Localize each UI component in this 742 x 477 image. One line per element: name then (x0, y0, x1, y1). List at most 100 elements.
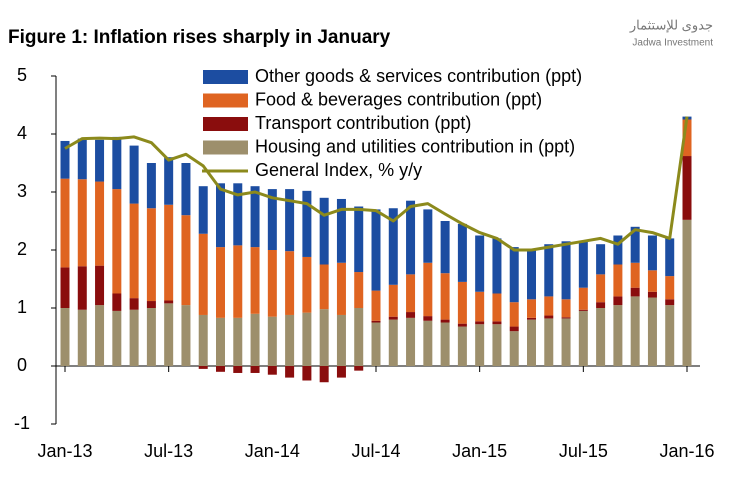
legend-label: Transport contribution (ppt) (255, 113, 471, 133)
bar (112, 310, 122, 366)
bar (129, 298, 139, 310)
bar (267, 316, 277, 366)
bar (267, 250, 277, 317)
bar (630, 262, 640, 288)
bar (181, 215, 191, 306)
bar (596, 302, 606, 308)
legend-label: Other goods & services contribution (ppt… (255, 66, 582, 86)
bar (336, 366, 346, 378)
y-tick-label: -1 (14, 413, 30, 433)
bar (233, 317, 243, 366)
bar (285, 189, 295, 252)
bar (509, 247, 519, 303)
x-tick-label: Jul-15 (559, 441, 608, 461)
bar (647, 235, 657, 271)
bar (647, 291, 657, 298)
bar (302, 312, 312, 366)
bar (146, 163, 156, 209)
bar (95, 181, 105, 266)
bar (665, 238, 675, 277)
bar (60, 140, 70, 179)
bar (527, 319, 536, 366)
bar (216, 366, 225, 372)
y-tick-label: 2 (17, 239, 27, 259)
bar (302, 190, 312, 257)
bar (319, 366, 329, 383)
bar (492, 321, 502, 325)
bar (146, 208, 156, 302)
bar (544, 296, 554, 316)
bar (665, 276, 675, 300)
bar (285, 314, 295, 366)
bar (233, 183, 243, 246)
bar (319, 309, 329, 366)
bar (509, 326, 519, 332)
bar (371, 290, 381, 321)
bar (578, 310, 588, 366)
bar (457, 326, 467, 366)
bar (336, 314, 346, 366)
bar (682, 156, 692, 220)
y-tick-label: 4 (17, 123, 27, 143)
legend-swatch (203, 140, 248, 155)
x-tick-label: Jan-13 (37, 441, 92, 461)
bar (647, 297, 657, 366)
legend-label: General Index, % y/y (255, 160, 422, 180)
bar (354, 206, 364, 273)
bar (492, 293, 502, 322)
bar (164, 204, 174, 301)
bar (354, 272, 364, 308)
bar (596, 308, 606, 366)
legend-label: Food & beverages contribution (ppt) (255, 89, 542, 109)
x-tick-label: Jan-14 (245, 441, 300, 461)
bar (198, 314, 208, 366)
bar (285, 251, 295, 315)
bar (77, 138, 87, 180)
y-tick-label: 0 (17, 355, 27, 375)
bar (198, 186, 208, 234)
bar (250, 247, 260, 314)
bar (527, 317, 536, 320)
bar (267, 189, 277, 250)
bar (250, 313, 260, 366)
bar (544, 244, 554, 297)
bar (112, 136, 122, 190)
bar (457, 323, 467, 327)
bar (613, 235, 623, 265)
bar (285, 366, 295, 378)
bar (302, 256, 312, 313)
bar (60, 178, 70, 268)
bar (578, 309, 588, 311)
bar (388, 319, 398, 366)
bar (354, 308, 364, 366)
bar (492, 238, 502, 294)
bar (665, 305, 675, 366)
bar (509, 302, 519, 327)
bar (302, 366, 312, 381)
bar (527, 299, 536, 318)
bar (181, 305, 191, 366)
logo-english: Jadwa Investment (632, 38, 713, 49)
bar (250, 366, 260, 373)
bar (561, 317, 571, 319)
y-tick-label: 1 (17, 297, 27, 317)
bar (95, 305, 105, 366)
bar (475, 321, 485, 325)
bar (146, 301, 156, 308)
bar (146, 308, 156, 366)
bar (267, 366, 277, 375)
bar (250, 186, 260, 248)
bar (388, 284, 398, 317)
y-tick-label: 5 (17, 65, 27, 85)
bar (95, 139, 105, 182)
legend-label: Housing and utilities contribution in (p… (255, 136, 575, 156)
bar (613, 264, 623, 297)
bar (129, 203, 139, 299)
bar (561, 241, 571, 300)
bar (319, 197, 329, 265)
bar (509, 331, 519, 366)
y-tick-label: 3 (17, 181, 27, 201)
bar (457, 281, 467, 324)
x-tick-label: Jul-14 (351, 441, 400, 461)
